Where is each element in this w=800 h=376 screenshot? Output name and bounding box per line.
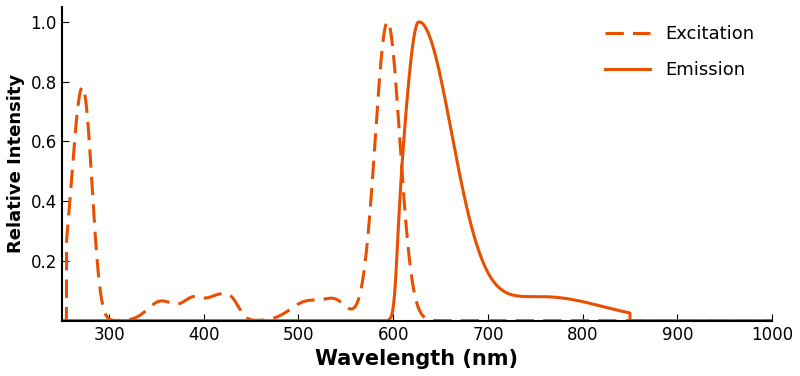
Excitation — [186, 295, 195, 300]
Legend: Excitation, Emission: Excitation, Emission — [596, 16, 763, 88]
Excitation — [57, 318, 66, 323]
Excitation — [767, 318, 777, 323]
X-axis label: Wavelength (nm): Wavelength (nm) — [315, 349, 518, 369]
Excitation — [641, 318, 650, 323]
Excitation — [328, 296, 338, 300]
Emission — [483, 270, 493, 275]
Y-axis label: Relative Intensity: Relative Intensity — [7, 74, 25, 253]
Emission — [57, 318, 66, 323]
Emission — [587, 302, 597, 306]
Emission — [641, 318, 650, 323]
Line: Emission: Emission — [62, 22, 772, 321]
Emission — [414, 20, 424, 24]
Emission — [519, 294, 529, 299]
Emission — [186, 318, 195, 323]
Excitation — [587, 318, 597, 323]
Emission — [767, 318, 777, 323]
Emission — [328, 318, 338, 323]
Excitation — [483, 318, 493, 323]
Excitation — [382, 20, 392, 24]
Line: Excitation: Excitation — [62, 22, 772, 321]
Excitation — [519, 318, 529, 323]
